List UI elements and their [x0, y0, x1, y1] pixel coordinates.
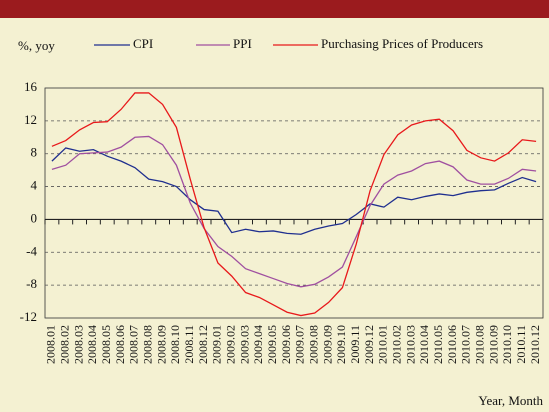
legend-label: PPI	[233, 36, 252, 51]
series-line	[51, 147, 537, 235]
x-tick-label: 2008.12	[196, 325, 210, 364]
x-tick-label: 2008.03	[71, 325, 85, 364]
x-tick-label: 2009.01	[210, 325, 224, 364]
x-tick-label: 2008.06	[113, 325, 127, 364]
x-tick-label: 2010.01	[376, 325, 390, 364]
x-tick-label: 2009.05	[265, 325, 279, 364]
x-tick-label: 2009.07	[293, 325, 307, 364]
series-line	[51, 92, 537, 317]
header-bar	[0, 0, 549, 18]
x-tick-label: 2010.03	[403, 325, 417, 364]
x-tick-label: 2010.08	[473, 325, 487, 364]
x-tick-label: 2009.06	[279, 325, 293, 364]
y-tick-label: -4	[26, 243, 37, 258]
x-tick-label: 2008.02	[58, 325, 72, 364]
x-tick-label: 2010.10	[500, 325, 514, 364]
y-axis-label: %, yoy	[18, 38, 55, 53]
series-line	[51, 135, 537, 288]
plot-frame	[44, 87, 544, 319]
y-tick-label: 12	[24, 112, 37, 127]
x-tick-label: 2009.04	[251, 325, 265, 364]
y-tick-label: -8	[26, 276, 37, 291]
x-tick-label: 2010.07	[459, 325, 473, 364]
x-tick-label: 2010.04	[417, 325, 431, 364]
x-tick-label: 2008.11	[182, 325, 196, 364]
x-tick-label: 2009.02	[224, 325, 238, 364]
x-tick-label: 2009.03	[237, 325, 251, 364]
legend-label: CPI	[133, 36, 153, 51]
y-tick-label: 8	[31, 145, 38, 160]
y-tick-label: 0	[31, 210, 38, 225]
x-tick-label: 2010.06	[445, 325, 459, 364]
x-tick-label: 2009.10	[334, 325, 348, 364]
x-tick-label: 2008.01	[44, 325, 58, 364]
x-tick-label: 2009.12	[362, 325, 376, 364]
x-tick-label: 2008.04	[85, 325, 99, 364]
x-tick-label: 2010.05	[431, 325, 445, 364]
x-tick-label: 2009.11	[348, 325, 362, 364]
x-tick-label: 2008.08	[141, 325, 155, 364]
x-tick-label: 2008.09	[154, 325, 168, 364]
x-tick-label: 2008.07	[127, 325, 141, 364]
x-axis-label: Year, Month	[478, 393, 543, 408]
x-tick-label: 2009.08	[307, 325, 321, 364]
x-tick-label: 2008.10	[168, 325, 182, 364]
x-tick-label: 2010.02	[390, 325, 404, 364]
legend-label: Purchasing Prices of Producers	[321, 36, 483, 51]
y-tick-label: 4	[31, 178, 38, 193]
x-tick-label: 2010.09	[486, 325, 500, 364]
x-tick-label: 2008.05	[99, 325, 113, 364]
y-tick-label: -12	[20, 309, 37, 324]
x-tick-label: 2010.12	[528, 325, 542, 364]
y-tick-label: 16	[24, 79, 38, 94]
x-tick-label: 2010.11	[514, 325, 528, 364]
x-tick-label: 2009.09	[320, 325, 334, 364]
